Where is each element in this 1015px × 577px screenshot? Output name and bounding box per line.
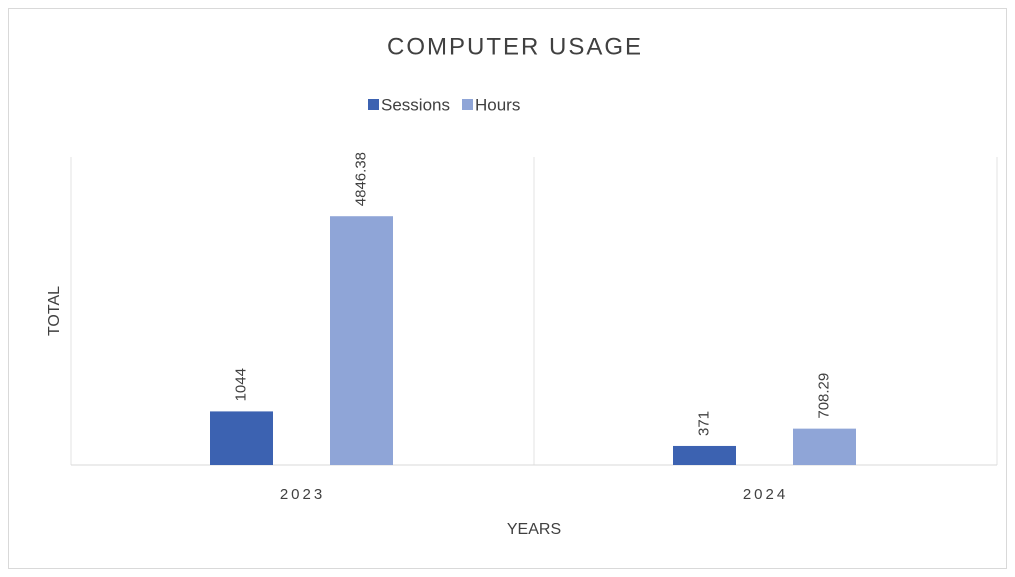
x-axis-title: YEARS xyxy=(507,521,561,538)
chart-title: COMPUTER USAGE xyxy=(387,33,643,60)
x-tick-label: 2023 xyxy=(280,486,325,503)
y-axis-title: TOTAL xyxy=(46,286,63,336)
x-tick-label: 2024 xyxy=(743,486,788,503)
chart-border xyxy=(8,8,1007,569)
bar xyxy=(330,216,393,465)
legend-swatch xyxy=(368,99,379,110)
legend-label: Sessions xyxy=(381,95,450,114)
bar xyxy=(793,428,856,465)
data-label: 4846.38 xyxy=(352,152,369,206)
bar xyxy=(673,445,736,465)
data-label: 708.29 xyxy=(815,373,832,419)
legend-label: Hours xyxy=(475,95,520,114)
data-label: 371 xyxy=(695,411,712,436)
legend-swatch xyxy=(462,99,473,110)
data-label: 1044 xyxy=(232,368,249,401)
bar xyxy=(210,411,273,465)
